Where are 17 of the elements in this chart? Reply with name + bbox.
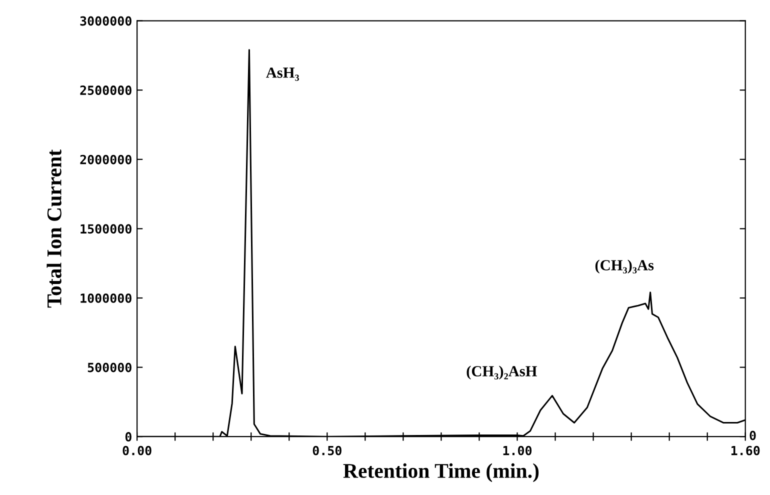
y-tick-label: 3000000 (80, 16, 132, 26)
y-axis-title: Total Ion Current (46, 149, 62, 308)
annotation: (CH₃)₃As (595, 260, 654, 274)
text: 0 (750, 430, 756, 440)
y-tick-label: 2000000 (80, 154, 132, 164)
y-tick-label: 500000 (88, 362, 132, 372)
x-tick-label: 0.50 (312, 446, 342, 456)
annotation: AsH₃ (266, 68, 299, 81)
x-axis-title: Retention Time (min.) (343, 463, 539, 482)
y-tick-label: 1000000 (80, 293, 132, 303)
y-tick-label: 2500000 (80, 86, 132, 96)
x-tick-label: 1.60 (731, 446, 760, 456)
annotation: (CH₃)₂AsH (466, 366, 537, 380)
y-tick-label: 0 (125, 432, 132, 442)
x-tick-label: 0.00 (122, 446, 152, 456)
x-tick-label: 1.00 (503, 446, 532, 456)
y-tick-label: 1500000 (80, 224, 132, 234)
